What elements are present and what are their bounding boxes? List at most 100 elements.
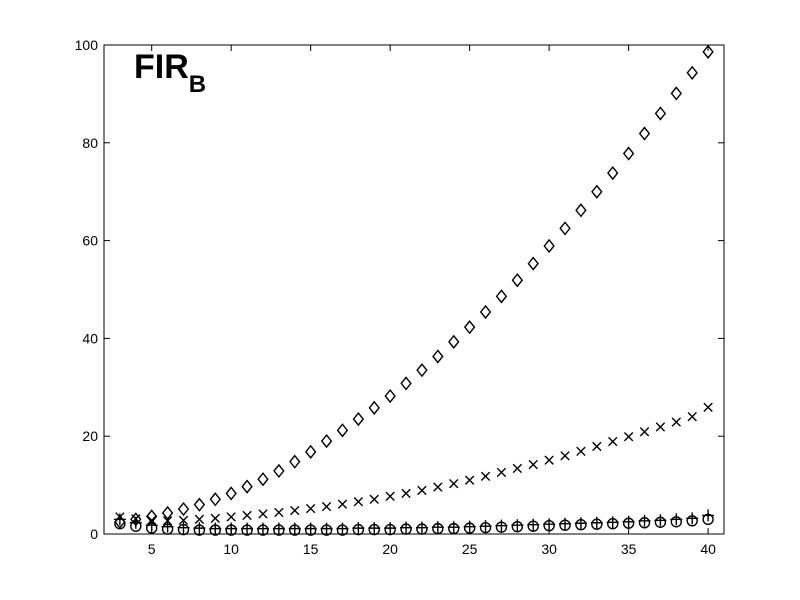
- point-circle: [495, 521, 508, 533]
- point-diamond: [622, 146, 635, 161]
- point-x: [401, 488, 411, 499]
- point-x: [305, 503, 316, 514]
- point-circle: [384, 523, 396, 536]
- point-diamond: [368, 400, 380, 415]
- point-x: [449, 478, 459, 489]
- point-diamond: [225, 486, 237, 501]
- point-x: [480, 471, 491, 481]
- point-x: [385, 491, 395, 502]
- point-x: [369, 494, 379, 504]
- point-circle: [511, 520, 524, 533]
- point-circle: [225, 524, 237, 536]
- point-diamond: [304, 444, 317, 459]
- axis-ticks: [104, 44, 724, 535]
- point-circle: [591, 518, 603, 530]
- point-circle: [320, 524, 333, 536]
- point-diamond: [432, 349, 444, 364]
- point-x: [671, 417, 682, 427]
- chart-title-main: FIR: [134, 48, 189, 86]
- point-circle: [622, 517, 635, 529]
- point-diamond: [686, 65, 698, 80]
- point-x: [337, 499, 348, 509]
- point-circle: [114, 518, 126, 530]
- point-x: [560, 451, 570, 461]
- x-tick-label: 40: [700, 541, 716, 557]
- y-tick-label: 20: [82, 428, 98, 444]
- point-diamond: [670, 86, 683, 101]
- series-x: [115, 402, 713, 526]
- point-diamond: [559, 221, 571, 236]
- point-circle: [368, 523, 380, 536]
- y-tick-label: 0: [90, 526, 98, 542]
- chart-title: FIRB: [134, 48, 206, 98]
- point-circle: [463, 522, 476, 534]
- point-circle: [304, 524, 317, 536]
- point-diamond: [638, 126, 651, 141]
- point-circle: [559, 519, 571, 531]
- point-x: [608, 436, 618, 447]
- point-circle: [416, 523, 428, 535]
- point-circle: [638, 517, 651, 529]
- point-circle: [145, 522, 158, 534]
- y-tick-label: 60: [82, 233, 98, 249]
- point-diamond: [575, 203, 587, 218]
- y-tick-label: 80: [82, 135, 98, 151]
- point-circle: [352, 523, 365, 536]
- point-circle: [448, 522, 460, 535]
- x-tick-label: 20: [382, 541, 398, 557]
- point-diamond: [607, 165, 619, 181]
- x-tick-label: 5: [148, 541, 156, 557]
- point-x: [226, 512, 236, 522]
- point-circle: [400, 523, 412, 535]
- point-x: [417, 485, 427, 496]
- point-diamond: [273, 463, 285, 479]
- point-diamond: [161, 505, 174, 521]
- chart-title-subscript: B: [189, 71, 206, 98]
- point-circle: [543, 519, 555, 532]
- point-x: [290, 505, 300, 516]
- point-circle: [702, 513, 714, 526]
- data-markers: [113, 44, 715, 536]
- point-circle: [257, 524, 269, 536]
- point-diamond: [654, 106, 667, 121]
- point-diamond: [257, 472, 269, 487]
- axis-tick-labels: 5 10 15 20 25 30 35 40 0 20 40 60 80 100: [75, 37, 716, 557]
- point-x: [655, 422, 666, 432]
- x-tick-label: 25: [462, 541, 478, 557]
- y-tick-label: 100: [75, 37, 99, 53]
- point-diamond: [289, 454, 301, 469]
- point-x: [194, 514, 205, 525]
- point-x: [274, 507, 284, 518]
- point-x: [512, 463, 523, 474]
- point-x: [464, 475, 475, 485]
- x-tick-label: 15: [303, 541, 319, 557]
- point-diamond: [177, 501, 190, 517]
- point-circle: [273, 524, 285, 536]
- point-circle: [177, 523, 190, 536]
- x-tick-label: 30: [541, 541, 557, 557]
- point-circle: [241, 524, 253, 536]
- point-circle: [336, 524, 349, 536]
- point-diamond: [543, 238, 555, 254]
- point-circle: [654, 516, 667, 528]
- point-diamond: [591, 184, 603, 199]
- series-circle: [114, 513, 714, 536]
- point-x: [353, 497, 364, 507]
- point-diamond: [193, 497, 206, 512]
- point-diamond: [448, 334, 460, 349]
- point-x: [258, 509, 268, 519]
- point-x: [210, 513, 220, 524]
- point-circle: [686, 515, 698, 527]
- x-tick-label: 10: [223, 541, 239, 557]
- point-diamond: [352, 411, 365, 427]
- point-x: [687, 411, 697, 422]
- point-x: [433, 482, 443, 492]
- point-circle: [432, 522, 444, 535]
- point-diamond: [384, 388, 396, 404]
- point-circle: [670, 516, 683, 528]
- point-diamond: [527, 256, 539, 271]
- point-x: [623, 431, 634, 442]
- point-diamond: [241, 479, 253, 494]
- point-x: [576, 446, 586, 457]
